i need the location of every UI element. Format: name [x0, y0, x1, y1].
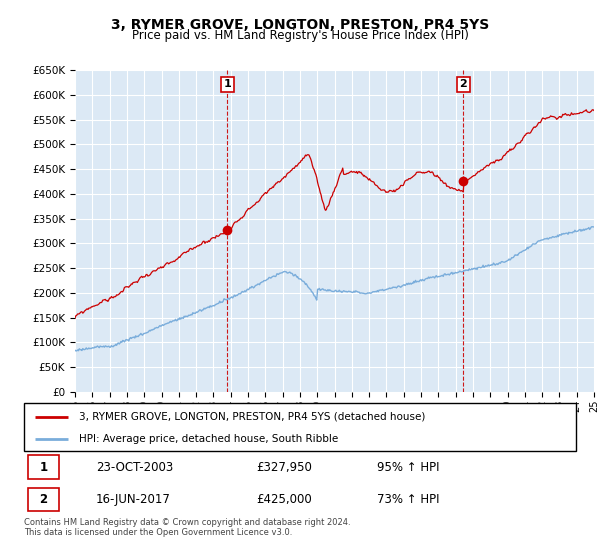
Text: Price paid vs. HM Land Registry's House Price Index (HPI): Price paid vs. HM Land Registry's House … — [131, 29, 469, 42]
Text: 3, RYMER GROVE, LONGTON, PRESTON, PR4 5YS: 3, RYMER GROVE, LONGTON, PRESTON, PR4 5Y… — [111, 18, 489, 32]
Bar — [28, 455, 59, 479]
Text: £327,950: £327,950 — [256, 461, 312, 474]
Text: 16-JUN-2017: 16-JUN-2017 — [96, 493, 170, 506]
Text: 3, RYMER GROVE, LONGTON, PRESTON, PR4 5YS (detached house): 3, RYMER GROVE, LONGTON, PRESTON, PR4 5Y… — [79, 412, 425, 422]
Text: 2: 2 — [460, 80, 467, 90]
Text: 2: 2 — [40, 493, 47, 506]
Text: HPI: Average price, detached house, South Ribble: HPI: Average price, detached house, Sout… — [79, 434, 338, 444]
Text: 1: 1 — [223, 80, 231, 90]
Text: 1: 1 — [40, 461, 47, 474]
Text: 23-OCT-2003: 23-OCT-2003 — [96, 461, 173, 474]
Text: 95% ↑ HPI: 95% ↑ HPI — [377, 461, 440, 474]
Bar — [28, 488, 59, 511]
Text: 73% ↑ HPI: 73% ↑ HPI — [377, 493, 440, 506]
Text: £425,000: £425,000 — [256, 493, 311, 506]
Text: Contains HM Land Registry data © Crown copyright and database right 2024.
This d: Contains HM Land Registry data © Crown c… — [24, 518, 350, 538]
